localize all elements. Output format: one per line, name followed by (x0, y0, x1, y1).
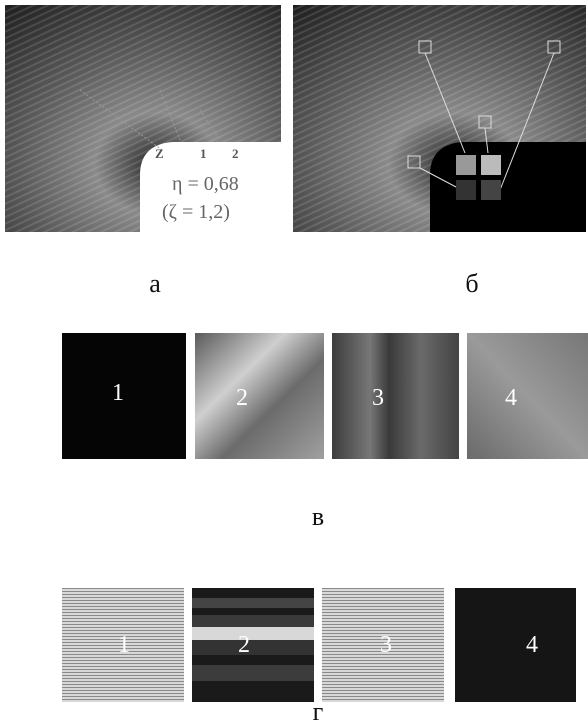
label: Z (155, 146, 164, 161)
thumb (456, 180, 476, 200)
tile (332, 333, 459, 459)
label: 1 (200, 146, 207, 161)
tile-label: 1 (112, 380, 124, 406)
tile (195, 333, 324, 459)
caption: в (312, 502, 324, 531)
tile-label: 2 (236, 385, 248, 411)
thumb (481, 180, 501, 200)
tile-label: 4 (505, 385, 517, 411)
tile-label: 3 (380, 632, 392, 658)
caption: а (149, 269, 161, 298)
tile-label: 3 (372, 385, 384, 411)
thumb (456, 155, 476, 175)
figure: Z 1 2 η = 0,68 (ζ = 1,2) а б 1 2 3 4 в 1… (0, 0, 588, 726)
label: 2 (232, 146, 239, 161)
tile-label: 1 (118, 632, 130, 658)
black-region (430, 142, 586, 232)
caption: г (313, 697, 324, 726)
tile (467, 333, 588, 459)
tile (455, 588, 576, 702)
caption: б (465, 269, 478, 298)
zeta: (ζ = 1,2) (162, 201, 230, 223)
eta: η = 0,68 (172, 173, 239, 195)
tile-label: 2 (238, 632, 250, 658)
thumb (481, 155, 501, 175)
tile (62, 333, 186, 459)
tile (192, 588, 314, 702)
tile-label: 4 (526, 632, 538, 658)
